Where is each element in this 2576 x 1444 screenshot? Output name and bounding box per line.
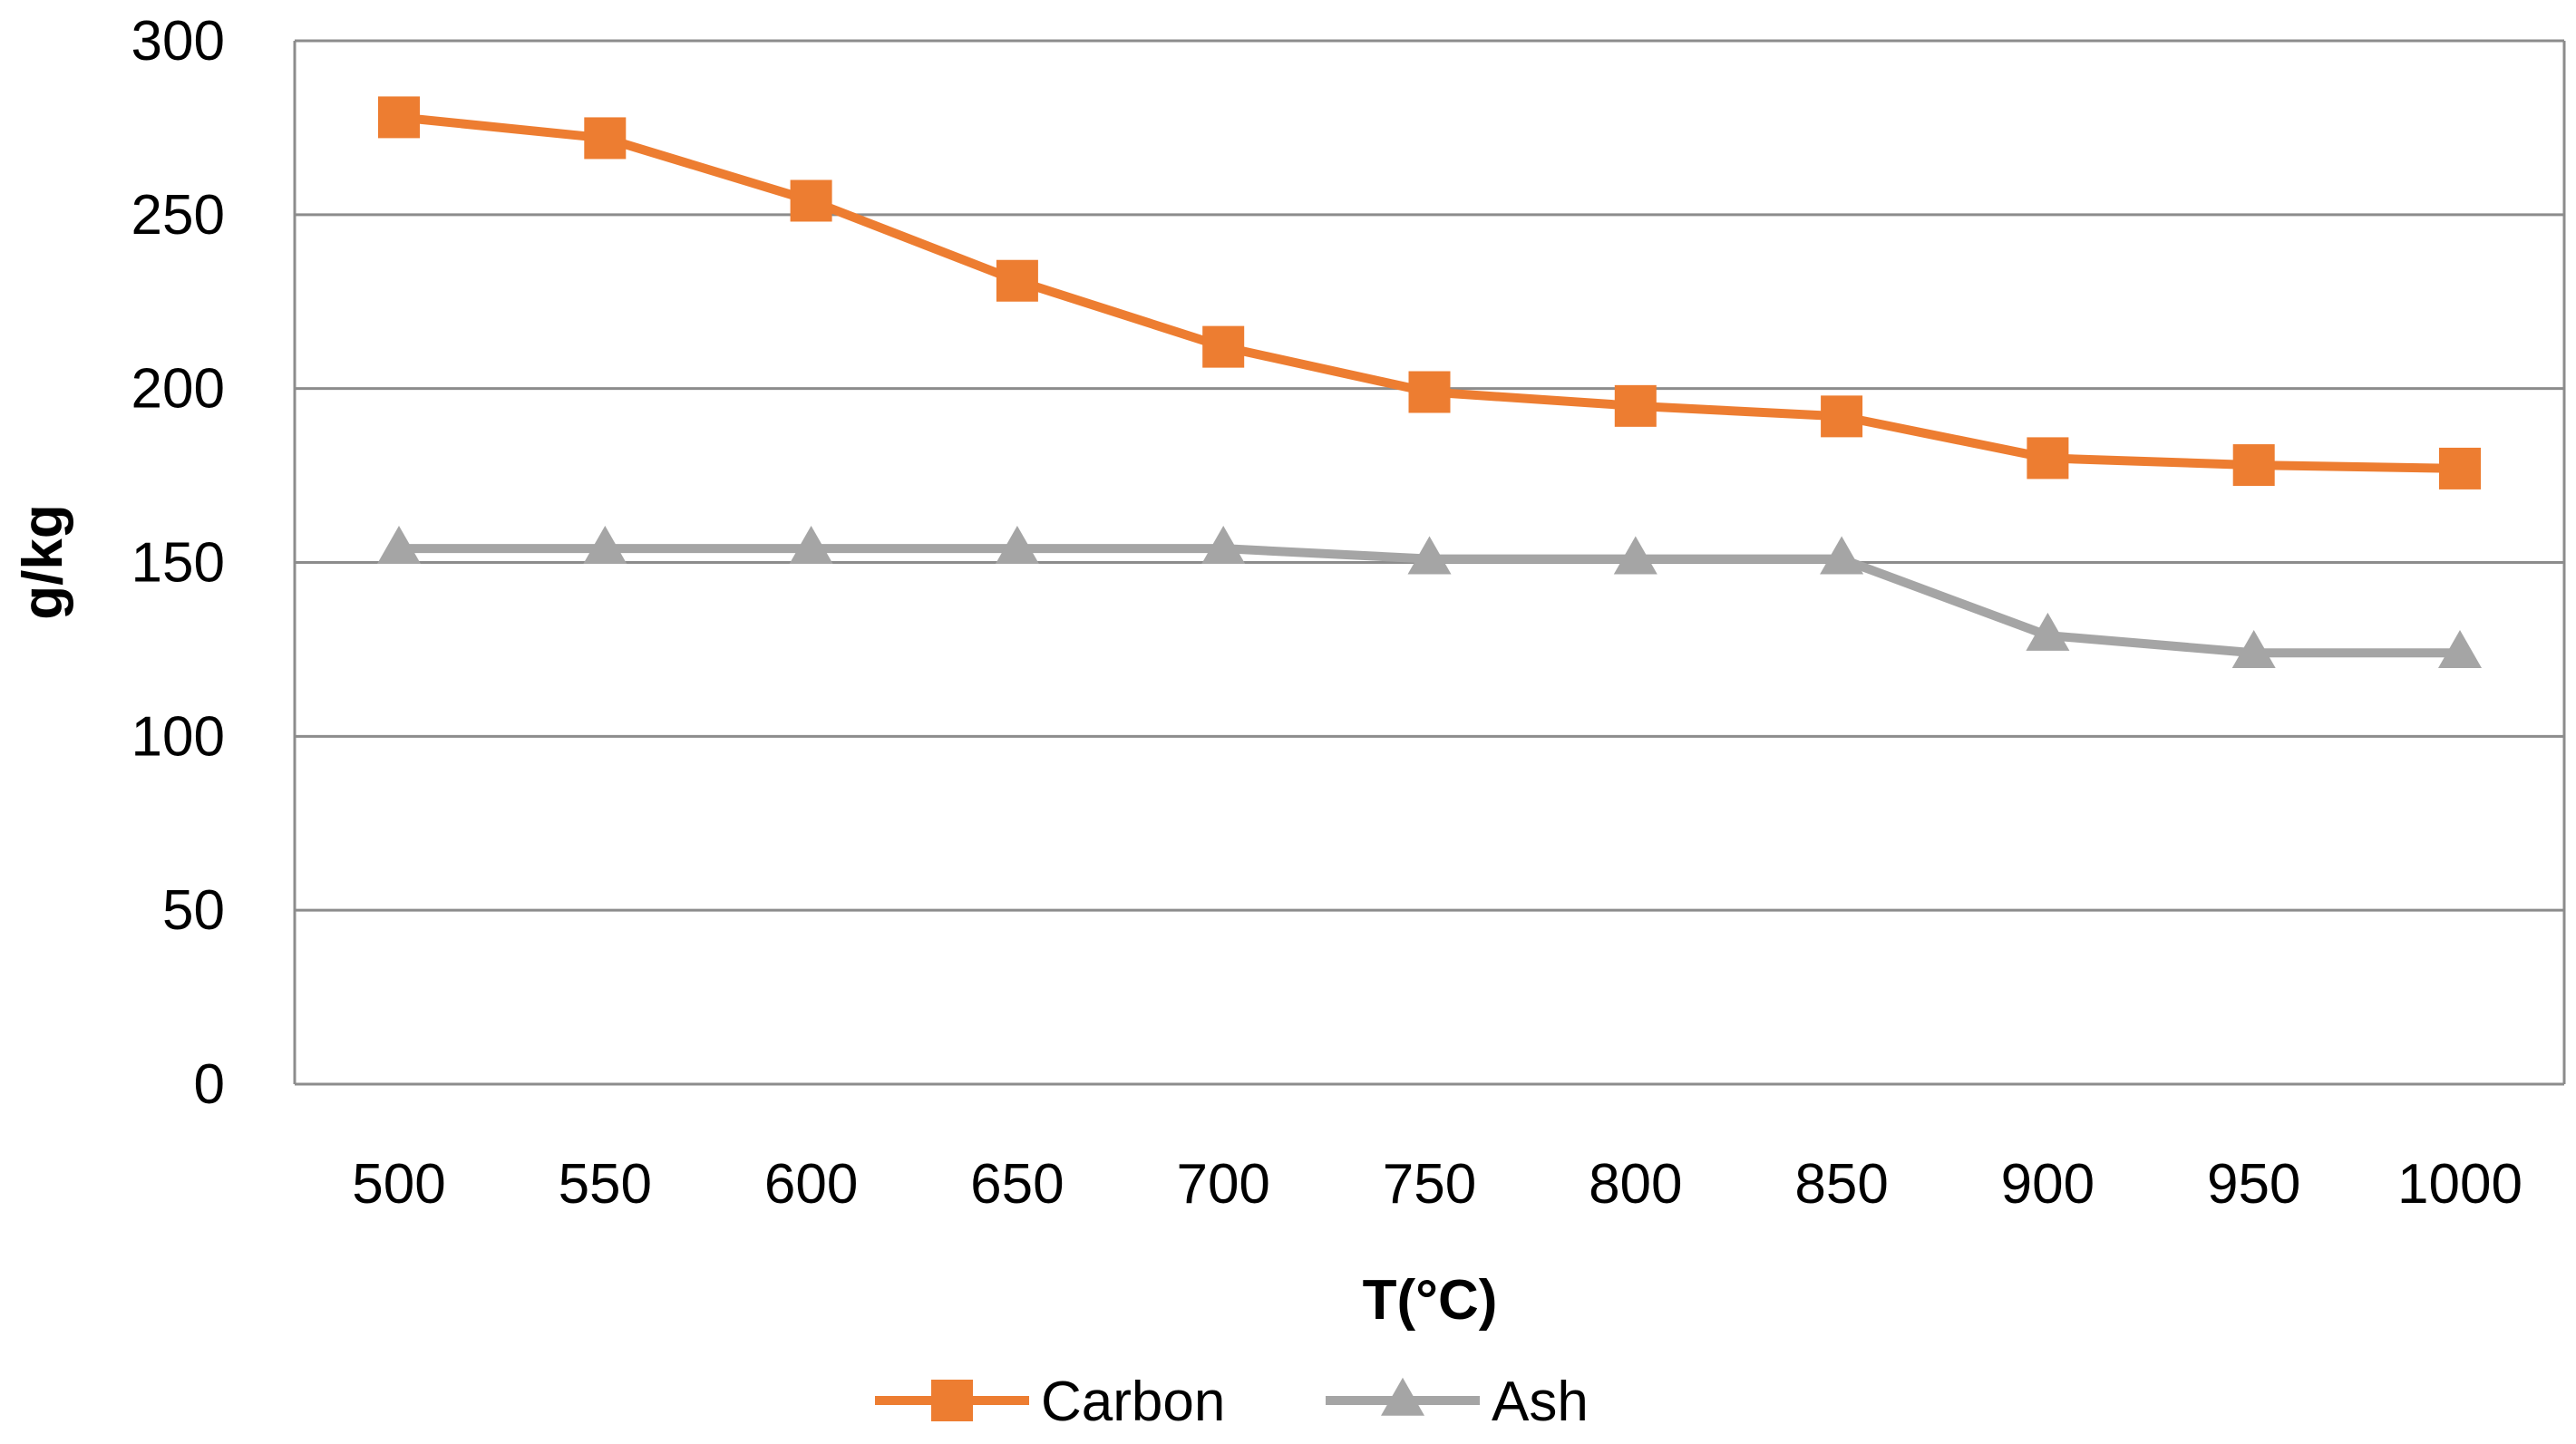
ash-point — [2231, 630, 2276, 669]
legend-item-ash: Ash — [1326, 1371, 1589, 1433]
series-ash — [377, 525, 2482, 669]
carbon-point — [1821, 395, 1863, 438]
carbon-point — [790, 179, 832, 222]
ash-point — [1201, 525, 1246, 564]
y-tick-label: 250 — [131, 184, 225, 247]
carbon-line — [394, 112, 2464, 473]
axes — [293, 41, 2566, 1086]
carbon-point — [2439, 447, 2481, 489]
carbon-point — [2232, 444, 2275, 487]
carbon-point — [378, 96, 420, 139]
y-tick-label: 150 — [131, 532, 225, 595]
ash-point — [2026, 612, 2070, 651]
x-tick-labels: 500 550 600 650 700 750 800 850 900 950 1000 — [352, 1153, 2523, 1216]
ash-point — [1820, 536, 1864, 575]
legend-label: Ash — [1492, 1371, 1589, 1433]
carbon-point — [584, 117, 627, 160]
x-tick-label: 850 — [1794, 1153, 1888, 1216]
legend: Carbon Ash — [875, 1371, 1589, 1433]
series — [377, 96, 2482, 669]
carbon-point — [1408, 371, 1451, 413]
carbon-point — [2027, 437, 2069, 480]
ash-point — [789, 525, 833, 564]
carbon-point — [1614, 384, 1657, 427]
legend-label: Carbon — [1041, 1371, 1225, 1433]
y-tick-label: 0 — [194, 1053, 225, 1116]
legend-marker — [931, 1380, 973, 1421]
y-axis-title: g/kg — [12, 504, 74, 619]
ash-point — [377, 525, 421, 564]
ash-point — [1407, 536, 1452, 575]
x-tick-label: 950 — [2207, 1153, 2300, 1216]
x-tick-label: 700 — [1176, 1153, 1269, 1216]
x-tick-label: 650 — [970, 1153, 1064, 1216]
gridlines — [295, 39, 2564, 912]
x-axis-title: T(°C) — [1363, 1269, 1498, 1332]
ash-point — [1613, 536, 1657, 575]
x-tick-label: 600 — [764, 1153, 858, 1216]
x-tick-label: 550 — [559, 1153, 652, 1216]
carbon-point — [996, 259, 1038, 302]
y-tick-label: 50 — [162, 879, 225, 942]
x-tick-label: 800 — [1589, 1153, 1682, 1216]
y-tick-label: 300 — [131, 10, 225, 73]
carbon-point — [1202, 325, 1245, 368]
y-tick-label: 200 — [131, 358, 225, 421]
legend-item-carbon: Carbon — [875, 1371, 1225, 1433]
y-tick-labels: 0 50 100 150 200 250 300 — [131, 10, 225, 1116]
y-tick-label: 100 — [131, 705, 225, 768]
legend-marker — [1381, 1377, 1424, 1416]
ash-point — [583, 525, 627, 564]
ash-point — [995, 525, 1039, 564]
series-carbon — [378, 96, 2481, 489]
x-tick-label: 900 — [2001, 1153, 2095, 1216]
x-tick-label: 500 — [352, 1153, 445, 1216]
x-tick-label: 1000 — [2397, 1153, 2523, 1216]
ash-point — [2438, 630, 2482, 669]
x-tick-label: 750 — [1383, 1153, 1476, 1216]
